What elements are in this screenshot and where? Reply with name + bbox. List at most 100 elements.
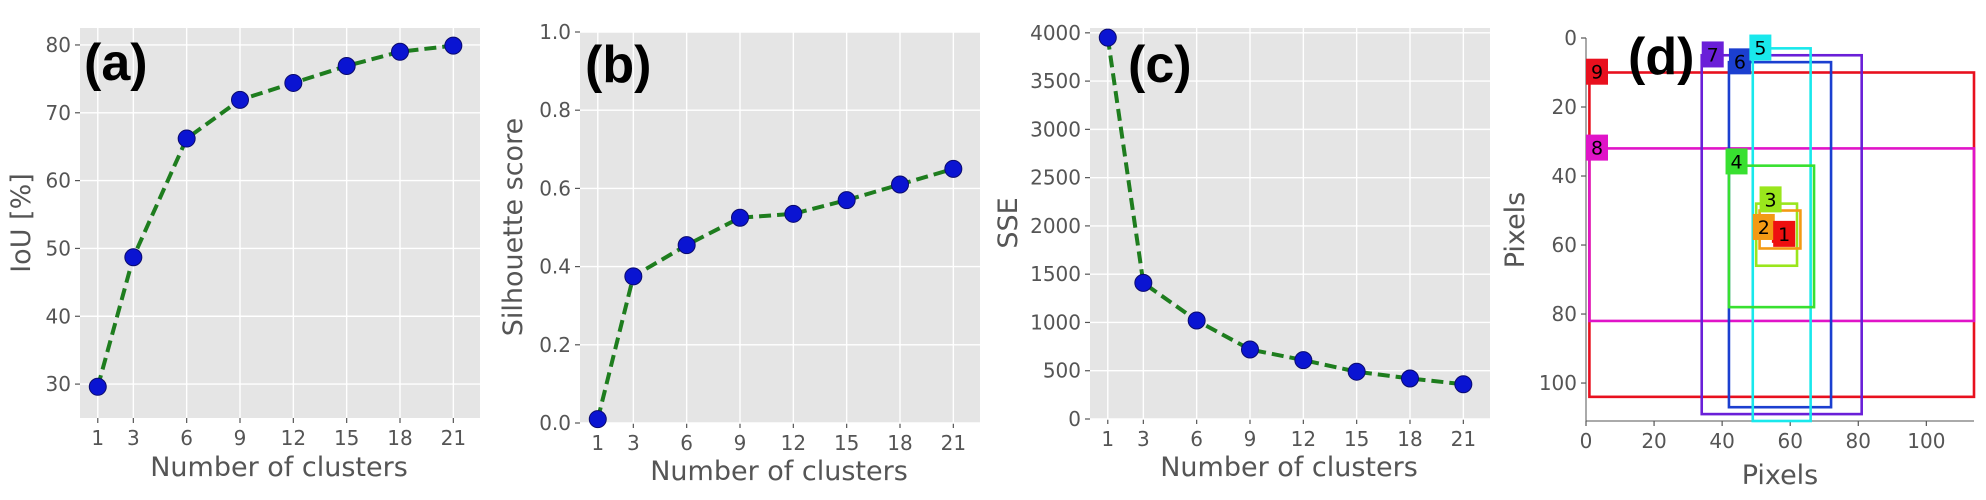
data-point xyxy=(731,208,749,227)
y-tick-label: 3000 xyxy=(1030,117,1081,141)
data-point xyxy=(837,191,856,210)
data-point xyxy=(1454,375,1473,394)
y-tick-label: 0 xyxy=(1068,407,1081,431)
x-tick-label: 15 xyxy=(334,426,359,450)
y-axis-label: Pixels xyxy=(1500,192,1531,269)
panel-label: (c) xyxy=(1128,36,1192,94)
y-tick-label: 50 xyxy=(46,236,71,260)
panel-0: 1 3 6 9 12 15 18 21 30 40 50 60 70 80 (a) Number of clu… xyxy=(6,28,480,483)
x-axis-label: Number of clusters xyxy=(650,456,908,487)
data-point xyxy=(1241,340,1259,359)
x-tick-label: 21 xyxy=(441,426,466,450)
data-point xyxy=(588,410,607,429)
data-point xyxy=(891,175,909,194)
x-tick-label: 1 xyxy=(591,431,604,455)
x-tick-label: 9 xyxy=(234,426,247,450)
anchor-box-tag xyxy=(1586,58,1608,85)
y-tick-label: 70 xyxy=(46,101,71,125)
y-tick-label: 40 xyxy=(1552,164,1577,188)
anchor-box-tag xyxy=(1752,213,1775,240)
series-line xyxy=(95,43,454,388)
y-tick-label: 80 xyxy=(46,33,71,57)
data-point xyxy=(88,377,107,396)
y-tick-label: 20 xyxy=(1552,95,1577,119)
y-tick-label: 1.0 xyxy=(539,20,571,44)
anchor-box-8 xyxy=(1588,147,1976,323)
data-point xyxy=(1098,28,1117,47)
y-tick-label: 0.4 xyxy=(539,255,571,279)
y-tick-label: 0.6 xyxy=(539,176,571,200)
plot-area xyxy=(1090,28,1490,419)
anchor-box-label: 1 xyxy=(1778,224,1790,246)
y-tick-label: 0.2 xyxy=(539,333,571,357)
panel-3: 0 20 40 60 80 100 0 20 40 60 80 100 9 8 7 65 4 3 2 1 (d) Pixe… xyxy=(1500,26,1976,491)
y-tick-label: 30 xyxy=(46,372,71,396)
data-point xyxy=(391,42,409,61)
anchor-box-label: 8 xyxy=(1591,138,1603,160)
y-tick-label: 2500 xyxy=(1030,166,1081,190)
y-tick-label: 1500 xyxy=(1030,262,1081,286)
x-tick-label: 12 xyxy=(781,431,806,455)
anchor-box-tag xyxy=(1586,134,1608,161)
data-point xyxy=(444,36,463,55)
anchor-box-label: 5 xyxy=(1754,38,1766,60)
y-tick-label: 2000 xyxy=(1030,214,1081,238)
y-tick-label: 100 xyxy=(1539,371,1577,395)
x-tick-label: 40 xyxy=(1709,429,1734,453)
y-tick-label: 0.8 xyxy=(539,98,571,122)
x-tick-label: 21 xyxy=(1451,427,1476,451)
x-tick-label: 18 xyxy=(887,431,912,455)
data-point xyxy=(624,267,643,286)
x-tick-label: 21 xyxy=(941,431,966,455)
x-tick-label: 15 xyxy=(1344,427,1369,451)
x-tick-label: 6 xyxy=(680,431,693,455)
y-axis-label: Silhouette score xyxy=(498,118,529,336)
x-axis-label: Number of clusters xyxy=(150,452,408,483)
y-tick-label: 1000 xyxy=(1030,310,1081,334)
x-tick-label: 20 xyxy=(1641,429,1666,453)
anchor-box-4 xyxy=(1727,164,1816,309)
anchor-box-tag xyxy=(1759,186,1782,213)
x-tick-label: 0 xyxy=(1580,429,1593,453)
y-tick-label: 60 xyxy=(46,169,71,193)
anchor-box-label: 7 xyxy=(1707,44,1719,66)
x-tick-label: 3 xyxy=(627,431,640,455)
data-point xyxy=(944,159,963,178)
data-point xyxy=(1134,273,1153,292)
x-tick-label: 3 xyxy=(127,426,140,450)
x-tick-label: 18 xyxy=(1397,427,1422,451)
data-point xyxy=(284,73,303,92)
data-point xyxy=(1347,362,1366,381)
anchor-box-tag xyxy=(1725,148,1748,175)
panel-label: (b) xyxy=(585,36,651,94)
anchor-box-label: 4 xyxy=(1730,151,1742,173)
x-tick-label: 100 xyxy=(1907,429,1945,453)
x-tick-label: 60 xyxy=(1777,429,1802,453)
y-tick-label: 0.0 xyxy=(539,411,571,435)
y-tick-label: 4000 xyxy=(1030,21,1081,45)
x-tick-label: 9 xyxy=(1244,427,1257,451)
anchor-box-label: 3 xyxy=(1765,189,1777,211)
x-tick-label: 3 xyxy=(1137,427,1150,451)
x-axis-label: Pixels xyxy=(1742,460,1819,491)
panel-2: 1 3 6 9 12 15 18 21 0 500 1000 1500 2000 2500 3000 3500… xyxy=(993,21,1490,483)
x-tick-label: 6 xyxy=(180,426,193,450)
panel-label: (d) xyxy=(1628,28,1694,86)
anchor-box-tag xyxy=(1728,48,1751,75)
anchor-box-label: 2 xyxy=(1758,217,1770,239)
series-line xyxy=(595,166,954,420)
y-tick-label: 40 xyxy=(46,304,71,328)
y-tick-label: 0 xyxy=(1564,26,1577,50)
y-tick-label: 80 xyxy=(1552,302,1577,326)
anchor-box-tag xyxy=(1701,41,1724,68)
panel-1: 1 3 6 9 12 15 18 21 0.0 0.2 0.4 0.6 0.8 1.0 (b) Number … xyxy=(498,20,980,487)
x-tick-label: 6 xyxy=(1190,427,1203,451)
y-tick-label: 60 xyxy=(1552,233,1577,257)
data-point xyxy=(1401,369,1419,388)
x-tick-label: 12 xyxy=(281,426,306,450)
x-tick-label: 18 xyxy=(387,426,412,450)
plot-area xyxy=(580,32,980,423)
data-point xyxy=(1187,311,1206,330)
x-tick-label: 9 xyxy=(734,431,747,455)
y-axis-label: IoU [%] xyxy=(6,173,37,273)
